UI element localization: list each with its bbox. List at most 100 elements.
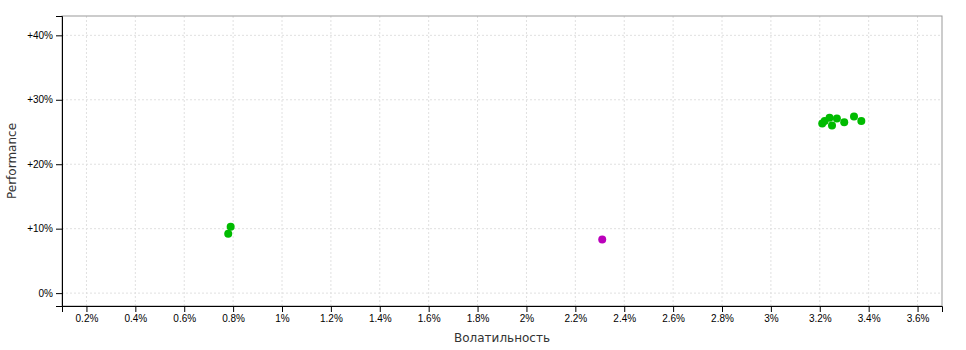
y-tick: +40% (27, 30, 62, 41)
y-tick-mark (56, 35, 62, 36)
grid-line (282, 16, 283, 306)
point (833, 114, 841, 122)
x-tick-label: 3.4% (858, 313, 881, 324)
x-tick-label: 1.4% (369, 313, 392, 324)
x-tick-mark (820, 306, 821, 312)
x-tick-mark (526, 306, 527, 312)
x-tick-label: 2.2% (564, 313, 587, 324)
point (857, 117, 865, 125)
x-tick: 0.2% (76, 306, 99, 324)
x-tick-label: 0.4% (124, 313, 147, 324)
x-tick: 0.4% (124, 306, 147, 324)
y-tick-label: 0% (39, 288, 54, 299)
x-tick-mark (380, 306, 381, 312)
x-tick-label: 1.8% (467, 313, 490, 324)
grid-line (477, 16, 478, 306)
y-tick-label: +30% (27, 94, 53, 105)
grid-line (819, 16, 820, 306)
grid-line (86, 16, 87, 306)
grid-line (526, 16, 527, 306)
grid (62, 16, 942, 306)
x-tick: 2% (520, 306, 535, 324)
x-tick-mark (184, 306, 185, 312)
grid-line (184, 16, 185, 306)
y-tick-mark (56, 164, 62, 165)
grid-line (428, 16, 429, 306)
point (850, 113, 858, 121)
y-axis: 0% +10% +20% +30% +40% (27, 17, 62, 307)
plot-frame (62, 16, 942, 306)
x-tick-mark (575, 306, 576, 312)
grid-line (868, 16, 869, 306)
grid-line (233, 16, 234, 306)
series (598, 236, 606, 244)
y-tick-label: +10% (27, 223, 53, 234)
x-tick: 3.6% (907, 306, 930, 324)
grid-line (379, 16, 380, 306)
x-tick: 3.4% (858, 306, 881, 324)
y-axis-line (56, 17, 63, 307)
x-tick-label: 0.2% (76, 313, 99, 324)
y-tick-mark (56, 293, 62, 294)
point (224, 230, 232, 238)
x-tick: 2.4% (613, 306, 636, 324)
x-tick-mark (624, 306, 625, 312)
grid-line (624, 16, 625, 306)
x-axis-title: Волатильность (454, 331, 550, 345)
x-tick: 1.2% (320, 306, 343, 324)
x-tick-mark (918, 306, 919, 312)
x-tick-label: 2.6% (662, 313, 685, 324)
x-tick-label: 1.6% (418, 313, 441, 324)
grid-line (62, 228, 942, 229)
x-tick-label: 2.8% (711, 313, 734, 324)
x-tick-label: 3% (764, 313, 779, 324)
x-tick-label: 0.6% (173, 313, 196, 324)
grid-line (575, 16, 576, 306)
grid-line (62, 35, 942, 36)
x-tick-mark (478, 306, 479, 312)
point (828, 122, 836, 130)
x-tick: 2.8% (711, 306, 734, 324)
grid-line (917, 16, 918, 306)
chart: 0.2% 0.4% 0.6% 0.8% 1% 1.2% 1.4% 1.6% 1.8% 2% 2.2%… (0, 0, 966, 350)
x-tick-mark (429, 306, 430, 312)
y-tick-label: +40% (27, 30, 53, 41)
grid-line (330, 16, 331, 306)
x-axis: 0.2% 0.4% 0.6% 0.8% 1% 1.2% 1.4% 1.6% 1.8% 2% 2.2%… (63, 306, 943, 324)
x-tick-mark (86, 306, 87, 312)
x-tick-mark (331, 306, 332, 312)
x-tick-mark (722, 306, 723, 312)
x-tick-label: 3.6% (907, 313, 930, 324)
series (224, 113, 865, 238)
x-tick-label: 3.2% (809, 313, 832, 324)
point (227, 223, 235, 231)
x-tick: 1.4% (369, 306, 392, 324)
x-tick-mark (771, 306, 772, 312)
plot: 0.2% 0.4% 0.6% 0.8% 1% 1.2% 1.4% 1.6% 1.8% 2% 2.2%… (27, 16, 942, 324)
y-tick: +10% (27, 223, 62, 234)
x-tick: 2.2% (564, 306, 587, 324)
x-tick-mark (135, 306, 136, 312)
y-tick-mark (56, 100, 62, 101)
point (840, 118, 848, 126)
x-tick: 3% (764, 306, 779, 324)
x-tick-mark (233, 306, 234, 312)
grid-line (135, 16, 136, 306)
x-tick-label: 1.2% (320, 313, 343, 324)
x-tick: 3.2% (809, 306, 832, 324)
x-tick-mark (282, 306, 283, 312)
y-tick: +30% (27, 94, 62, 105)
y-tick: 0% (39, 288, 62, 299)
grid-line (722, 16, 723, 306)
x-tick-label: 2% (520, 313, 535, 324)
grid-line (770, 16, 771, 306)
grid-line (62, 293, 942, 294)
x-tick-label: 0.8% (222, 313, 245, 324)
x-tick: 2.6% (662, 306, 685, 324)
x-tick-label: 1% (275, 313, 290, 324)
grid-line (62, 99, 942, 100)
y-tick: +20% (27, 159, 62, 170)
x-tick-label: 2.4% (613, 313, 636, 324)
y-tick-mark (56, 229, 62, 230)
points (224, 113, 865, 244)
